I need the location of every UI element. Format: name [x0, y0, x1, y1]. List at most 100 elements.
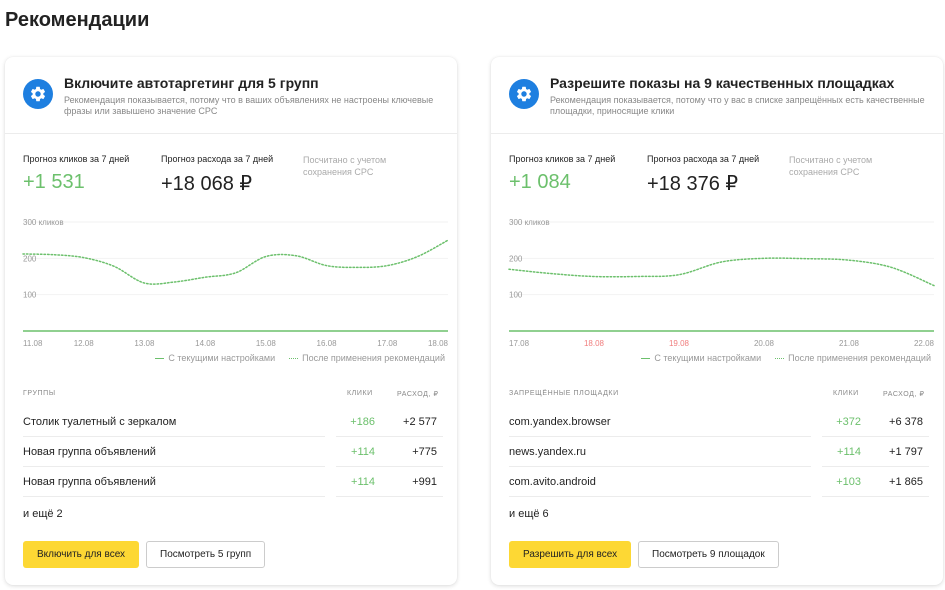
legend-label-after: После применения рекомендаций [302, 353, 445, 363]
more-groups-text: и ещё 2 [23, 508, 63, 520]
card-title: Разрешите показы на 9 качественных площа… [550, 75, 895, 91]
row-divider [509, 436, 811, 437]
clicks-forecast-label: Прогноз кликов за 7 дней [23, 154, 130, 164]
x-tick-label: 13.08 [134, 339, 155, 348]
y-tick-label: 200 [23, 254, 37, 263]
row-clicks: +114 [351, 446, 375, 458]
row-spend: +1 865 [889, 476, 923, 488]
row-divider [509, 496, 811, 497]
row-divider [23, 496, 325, 497]
row-spend: +6 378 [889, 416, 923, 428]
legend-swatch-after [289, 357, 299, 359]
x-tick-label: 17.08 [509, 339, 530, 348]
allow-all-button[interactable]: Разрешить для всех [509, 541, 632, 568]
series-line-after [508, 257, 935, 287]
x-tick-label: 12.08 [74, 339, 95, 348]
forecast-chart: 300 кликов 200 100 11.08 12.08 13.08 14.08 15.0… [22, 218, 449, 348]
row-clicks: +114 [351, 476, 375, 488]
row-divider [336, 436, 443, 437]
y-tick-label: 200 [509, 254, 523, 263]
row-name: Новая группа объявлений [23, 476, 156, 488]
row-name: Столик туалетный с зеркалом [23, 416, 177, 428]
y-tick-label: 100 [23, 291, 37, 300]
forecast-chart: 300 кликов 200 100 17.08 18.08 19.08 20.08 21.0… [508, 218, 935, 348]
row-divider [336, 496, 443, 497]
x-tick-label: 15.08 [256, 339, 277, 348]
row-spend: +775 [412, 446, 437, 458]
row-clicks: +186 [350, 416, 375, 428]
table-header-spend: РАСХОД, ₽ [883, 391, 925, 398]
row-clicks: +372 [836, 416, 861, 428]
x-tick-label: 20.08 [754, 339, 775, 348]
legend-swatch-after [775, 357, 785, 359]
table-header-clicks: КЛИКИ [833, 390, 859, 397]
enable-all-button[interactable]: Включить для всех [23, 541, 140, 568]
row-spend: +2 577 [403, 416, 437, 428]
y-tick-label: 300 кликов [509, 218, 550, 227]
row-divider [822, 466, 929, 467]
more-placements-text: и ещё 6 [509, 508, 549, 520]
table-header-spend: РАСХОД, ₽ [397, 391, 439, 398]
recommendation-card-placements: Разрешите показы на 9 качественных площа… [491, 57, 943, 585]
view-placements-button[interactable]: Посмотреть 9 площадок [638, 541, 779, 568]
legend-label-after: После применения рекомендаций [788, 353, 931, 363]
x-tick-label: 18.08 [584, 339, 605, 348]
table-header-name: ЗАПРЕЩЁННЫЕ ПЛОЩАДКИ [509, 390, 619, 397]
row-clicks: +114 [837, 446, 861, 458]
chart-legend: С текущими настройками После применения … [155, 353, 445, 363]
row-divider [23, 466, 325, 467]
legend-label-current: С текущими настройками [168, 353, 276, 363]
table-row: com.yandex.browser +372 +6 378 [509, 407, 929, 437]
gear-icon [23, 79, 53, 109]
row-spend: +1 797 [889, 446, 923, 458]
x-tick-label: 19.08 [669, 339, 690, 348]
legend-swatch-current [155, 357, 165, 359]
row-divider [23, 436, 325, 437]
recommendation-card-autotargeting: Включите автотаргетинг для 5 групп Реком… [5, 57, 457, 585]
card-title: Включите автотаргетинг для 5 групп [64, 75, 319, 91]
row-clicks: +103 [836, 476, 861, 488]
table-row: com.avito.android +103 +1 865 [509, 467, 929, 497]
row-name: com.yandex.browser [509, 416, 611, 428]
row-divider [509, 466, 811, 467]
row-spend: +991 [412, 476, 437, 488]
table-header-clicks: КЛИКИ [347, 390, 373, 397]
card-description: Рекомендация показывается, потому что у … [550, 95, 925, 116]
row-name: com.avito.android [509, 476, 596, 488]
card-description: Рекомендация показывается, потому что в … [64, 95, 434, 116]
table-header-name: ГРУППЫ [23, 390, 56, 397]
legend-label-current: С текущими настройками [654, 353, 762, 363]
table-row: Столик туалетный с зеркалом +186 +2 577 [23, 407, 443, 437]
clicks-forecast-label: Прогноз кликов за 7 дней [509, 154, 616, 164]
cpc-note: Посчитано с учетом сохранения CPC [789, 155, 873, 177]
series-line-after [22, 239, 449, 285]
spend-forecast-label: Прогноз расхода за 7 дней [161, 154, 274, 164]
row-divider [822, 436, 929, 437]
clicks-forecast-value: +1 084 [509, 171, 571, 193]
divider [5, 133, 457, 134]
x-tick-label: 16.08 [317, 339, 338, 348]
x-tick-label: 22.08 [914, 339, 935, 348]
row-divider [336, 466, 443, 467]
spend-forecast-value: +18 376 ₽ [647, 173, 739, 195]
x-tick-label: 11.08 [23, 339, 43, 348]
chart-legend: С текущими настройками После применения … [641, 353, 931, 363]
view-groups-button[interactable]: Посмотреть 5 групп [146, 541, 266, 568]
row-name: Новая группа объявлений [23, 446, 156, 458]
y-tick-label: 100 [509, 291, 523, 300]
table-row: Новая группа объявлений +114 +991 [23, 467, 443, 497]
page-title: Рекомендации [5, 9, 150, 31]
x-tick-label: 17.08 [377, 339, 398, 348]
table-row: Новая группа объявлений +114 +775 [23, 437, 443, 467]
x-tick-label: 18.08 [428, 339, 449, 348]
row-divider [822, 496, 929, 497]
gear-icon [509, 79, 539, 109]
x-tick-label: 14.08 [195, 339, 216, 348]
table-row: news.yandex.ru +114 +1 797 [509, 437, 929, 467]
clicks-forecast-value: +1 531 [23, 171, 85, 193]
row-name: news.yandex.ru [509, 446, 587, 458]
spend-forecast-value: +18 068 ₽ [161, 173, 253, 195]
legend-swatch-current [641, 357, 651, 359]
divider [491, 133, 943, 134]
cpc-note: Посчитано с учетом сохранения CPC [303, 155, 387, 177]
